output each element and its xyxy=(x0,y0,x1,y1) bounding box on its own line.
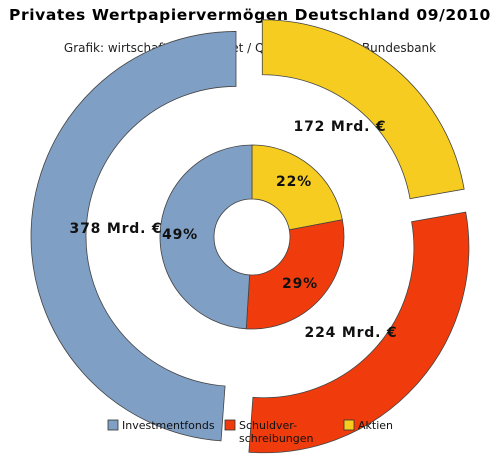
outer-label-aktien: 172 Mrd. € xyxy=(294,119,387,135)
chart-title: Privates Wertpapiervermögen Deutschland … xyxy=(9,6,491,24)
inner-label-aktien: 22% xyxy=(276,174,312,190)
inner-slice-aktien xyxy=(251,144,343,231)
outer-slice-aktien xyxy=(261,19,465,200)
outer-label-investmentfonds: 378 Mrd. € xyxy=(70,221,163,237)
inner-ring xyxy=(159,144,345,330)
legend-label-investmentfonds: Investmentfonds xyxy=(122,419,215,432)
inner-label-investmentfonds: 49% xyxy=(162,227,198,243)
legend: Investmentfonds Schuldver-schreibungen Akt… xyxy=(107,419,393,445)
outer-slice-investmentfonds xyxy=(30,31,237,442)
outer-label-schuldverschreibungen: 224 Mrd. € xyxy=(305,325,398,341)
inner-slice-schuldverschreibungen xyxy=(245,219,345,330)
inner-label-schuldverschreibungen: 29% xyxy=(282,276,318,292)
legend-label-schuldverschreibungen: schreibungen xyxy=(239,432,314,445)
legend-label-schuldverschreibungen: Schuldver- xyxy=(239,419,297,432)
data-labels: 49%378 Mrd. € 29% 224 Mrd. € 22% 172 Mrd. € xyxy=(70,119,398,341)
outer-ring xyxy=(30,19,470,454)
outer-slice-schuldverschreibungen xyxy=(248,211,470,454)
inner-slice-investmentfonds xyxy=(159,144,253,330)
legend-label-aktien: Aktien xyxy=(358,419,393,432)
legend-swatch-aktien xyxy=(343,419,355,431)
legend-swatch-schuldverschreibungen xyxy=(224,419,236,431)
legend-swatch-investmentfonds xyxy=(107,419,119,431)
